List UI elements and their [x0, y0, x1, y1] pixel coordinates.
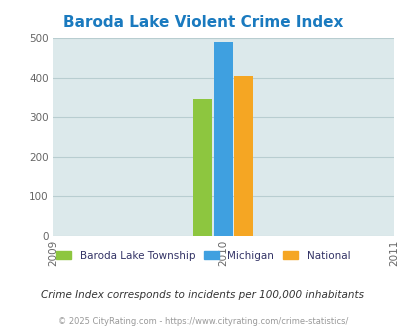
Bar: [213, 42, 232, 236]
Bar: [193, 99, 212, 236]
Text: © 2025 CityRating.com - https://www.cityrating.com/crime-statistics/: © 2025 CityRating.com - https://www.city…: [58, 317, 347, 326]
Bar: [234, 76, 253, 236]
Text: Baroda Lake Violent Crime Index: Baroda Lake Violent Crime Index: [63, 15, 342, 30]
Text: Crime Index corresponds to incidents per 100,000 inhabitants: Crime Index corresponds to incidents per…: [41, 290, 364, 300]
Legend: Baroda Lake Township, Michigan, National: Baroda Lake Township, Michigan, National: [53, 248, 352, 264]
